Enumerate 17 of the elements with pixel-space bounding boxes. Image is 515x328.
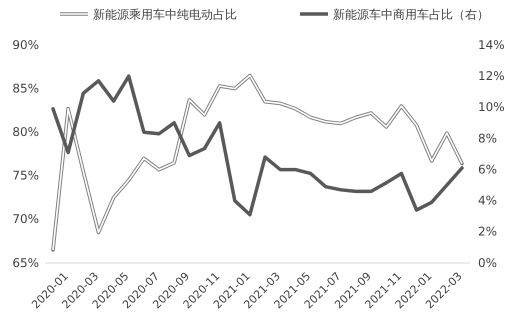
y-tick-label: 90% — [12, 38, 39, 52]
line-series — [51, 74, 464, 216]
legend-label: 新能源车中商用车占比（右） — [333, 8, 489, 22]
y2-tick-label: 14% — [478, 38, 505, 52]
y-tick-label: 65% — [12, 256, 39, 270]
y-tick-label: 80% — [12, 125, 39, 140]
y2-tick-label: 10% — [478, 100, 505, 114]
y2-tick-label: 0% — [478, 256, 498, 270]
y-tick-label: 70% — [12, 212, 39, 226]
y2-tick-label: 8% — [478, 131, 498, 146]
y-tick-label: 85% — [12, 81, 39, 96]
y2-tick-label: 12% — [478, 68, 505, 83]
legend-label: 新能源乘用车中纯电动占比 — [93, 8, 237, 22]
y-tick-label: 75% — [12, 168, 39, 183]
y2-tick-label: 6% — [478, 162, 498, 176]
y2-tick-label: 2% — [478, 224, 498, 239]
y2-tick-label: 4% — [478, 194, 498, 208]
